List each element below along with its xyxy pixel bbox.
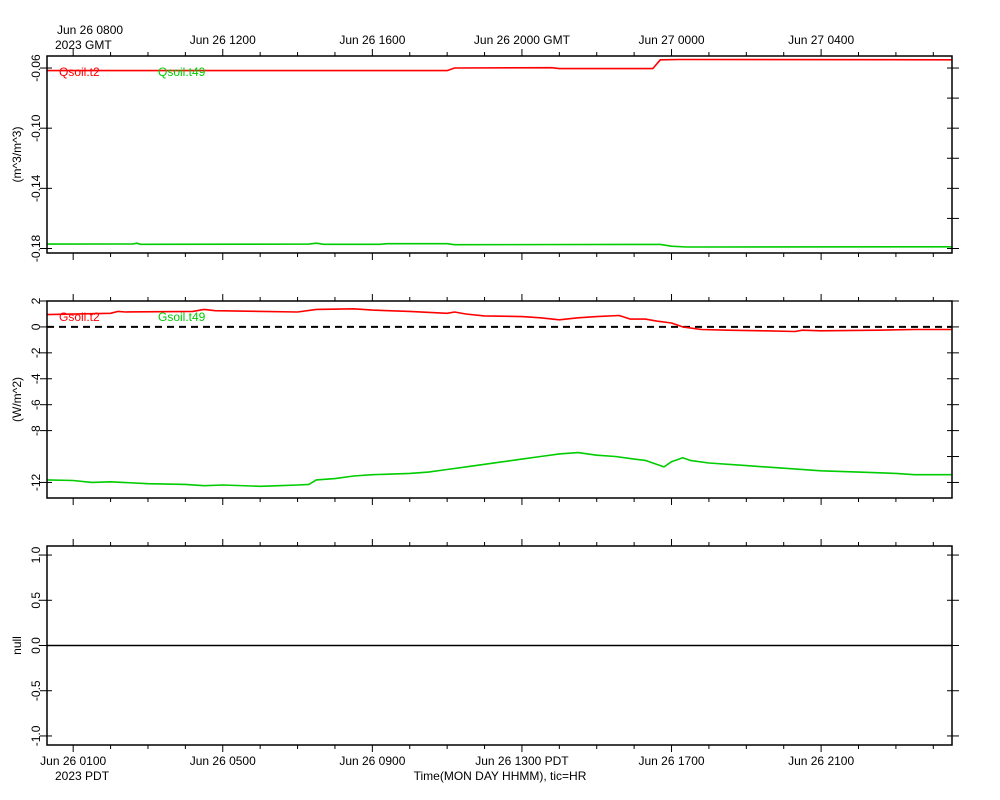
top-axis-timezone-note: 2023 GMT [55,38,112,52]
bottom-axis-tick-label: Jun 26 0900 [339,754,405,768]
panel-frame [46,55,953,254]
top-axis-tick-label: Jun 26 1200 [190,33,256,47]
y-tick-label: -8 [29,425,43,436]
bottom-axis-tick-label: Jun 26 0100 [40,754,106,768]
y-tick-label: -6 [29,399,43,410]
bottom-axis-tick-label: Jun 26 1300 PDT [475,754,569,768]
y-axis-title: null [10,636,24,655]
y-tick-label: -0.10 [29,114,43,142]
y-tick-label: -0.18 [29,234,43,262]
top-axis-tick-label: Jun 26 2000 GMT [474,33,571,47]
series-line-Gsoil-t2 [46,307,952,333]
y-tick-label: 2 [29,297,43,304]
legend-Qsoil-t49: Qsoil.t49 [158,65,206,79]
panel-2: 2 0 -2 -4 -6 -8 -12 (W/m^2) Gsoil.t2 Gsoil.t49 [10,294,959,505]
top-axis-tick-label: Jun 26 1600 [339,33,405,47]
bottom-axis-tick-label: Jun 26 1700 [638,754,704,768]
y-tick-label: -1.0 [29,725,43,746]
series-line-Gsoil-t49 [46,451,952,488]
y-tick-label: 0 [29,323,43,330]
top-time-axis: Jun 26 0800 2023 GMT Jun 26 1200 Jun 26 1… [55,23,854,52]
y-axis-title: (m^3/m^3) [10,127,24,183]
top-axis-first-label: Jun 26 0800 [57,23,123,37]
y-tick-label: -2 [29,347,43,358]
y-tick-label: 1.0 [29,546,43,563]
series-line-Qsoil-t2 [47,58,953,72]
bottom-axis-timezone-note: 2023 PDT [55,769,110,783]
top-axis-tick-label: Jun 27 0400 [788,33,854,47]
legend-Gsoil-t49: Gsoil.t49 [158,310,206,324]
y-tick-label: -4 [29,373,43,384]
plot-panels: -0.06 -0.10 -0.14 -0.18 (m^3/m^3) Qsoil.t2 Qso… [10,49,959,752]
legend-Gsoil-t2: Gsoil.t2 [59,310,100,324]
y-tick-label: -0.5 [29,680,43,701]
bottom-axis-tick-label: Jun 26 2100 [788,754,854,768]
y-tick-label: 0.5 [29,592,43,609]
y-tick-label: -0.14 [29,174,43,202]
series-line-Qsoil-t49 [46,242,953,248]
y-tick-label: -0.06 [29,54,43,82]
bottom-axis-tick-label: Jun 26 0500 [190,754,256,768]
legend-Qsoil-t2: Qsoil.t2 [59,65,100,79]
y-tick-label: -12 [29,473,43,491]
x-axis-title: Time(MON DAY HHMM), tic=HR [414,769,587,783]
y-tick-label: 0.0 [29,637,43,654]
panel-frame [46,300,953,499]
top-axis-tick-label: Jun 27 0000 [638,33,704,47]
panel-3: 1.0 0.5 0.0 -0.5 -1.0 null [10,539,959,752]
panel-frame [46,545,953,746]
y-axis-title: (W/m^2) [10,377,24,422]
bottom-time-axis: 2023 PDT Time(MON DAY HHMM), tic=HR Jun … [40,754,854,783]
panel-1: -0.06 -0.10 -0.14 -0.18 (m^3/m^3) Qsoil.t2 Qso… [10,49,959,262]
